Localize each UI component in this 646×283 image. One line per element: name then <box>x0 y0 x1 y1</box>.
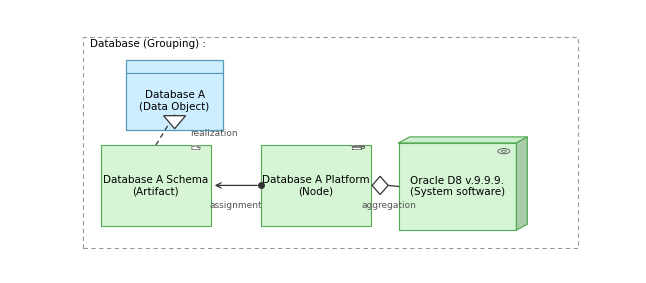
Bar <box>261 145 371 226</box>
Text: assignment: assignment <box>210 201 262 210</box>
Polygon shape <box>516 137 527 230</box>
Bar <box>101 145 211 226</box>
Polygon shape <box>352 146 364 147</box>
Polygon shape <box>399 137 527 143</box>
Text: Database (Grouping) :: Database (Grouping) : <box>90 39 206 50</box>
Text: aggregation: aggregation <box>362 201 417 210</box>
Text: Database A Schema
(Artifact): Database A Schema (Artifact) <box>103 175 209 196</box>
Bar <box>126 73 224 130</box>
Polygon shape <box>163 116 185 129</box>
Bar <box>126 60 224 130</box>
Bar <box>399 143 516 230</box>
Text: Database A Platform
(Node): Database A Platform (Node) <box>262 175 370 196</box>
Polygon shape <box>372 176 388 194</box>
Text: Database A
(Data Object): Database A (Data Object) <box>140 91 210 112</box>
Polygon shape <box>361 146 364 149</box>
Polygon shape <box>192 146 200 150</box>
Polygon shape <box>352 147 361 149</box>
Bar <box>126 60 224 73</box>
Text: realization: realization <box>190 128 237 138</box>
Text: Oracle D8 v.9.9.9.
(System software): Oracle D8 v.9.9.9. (System software) <box>410 176 505 197</box>
